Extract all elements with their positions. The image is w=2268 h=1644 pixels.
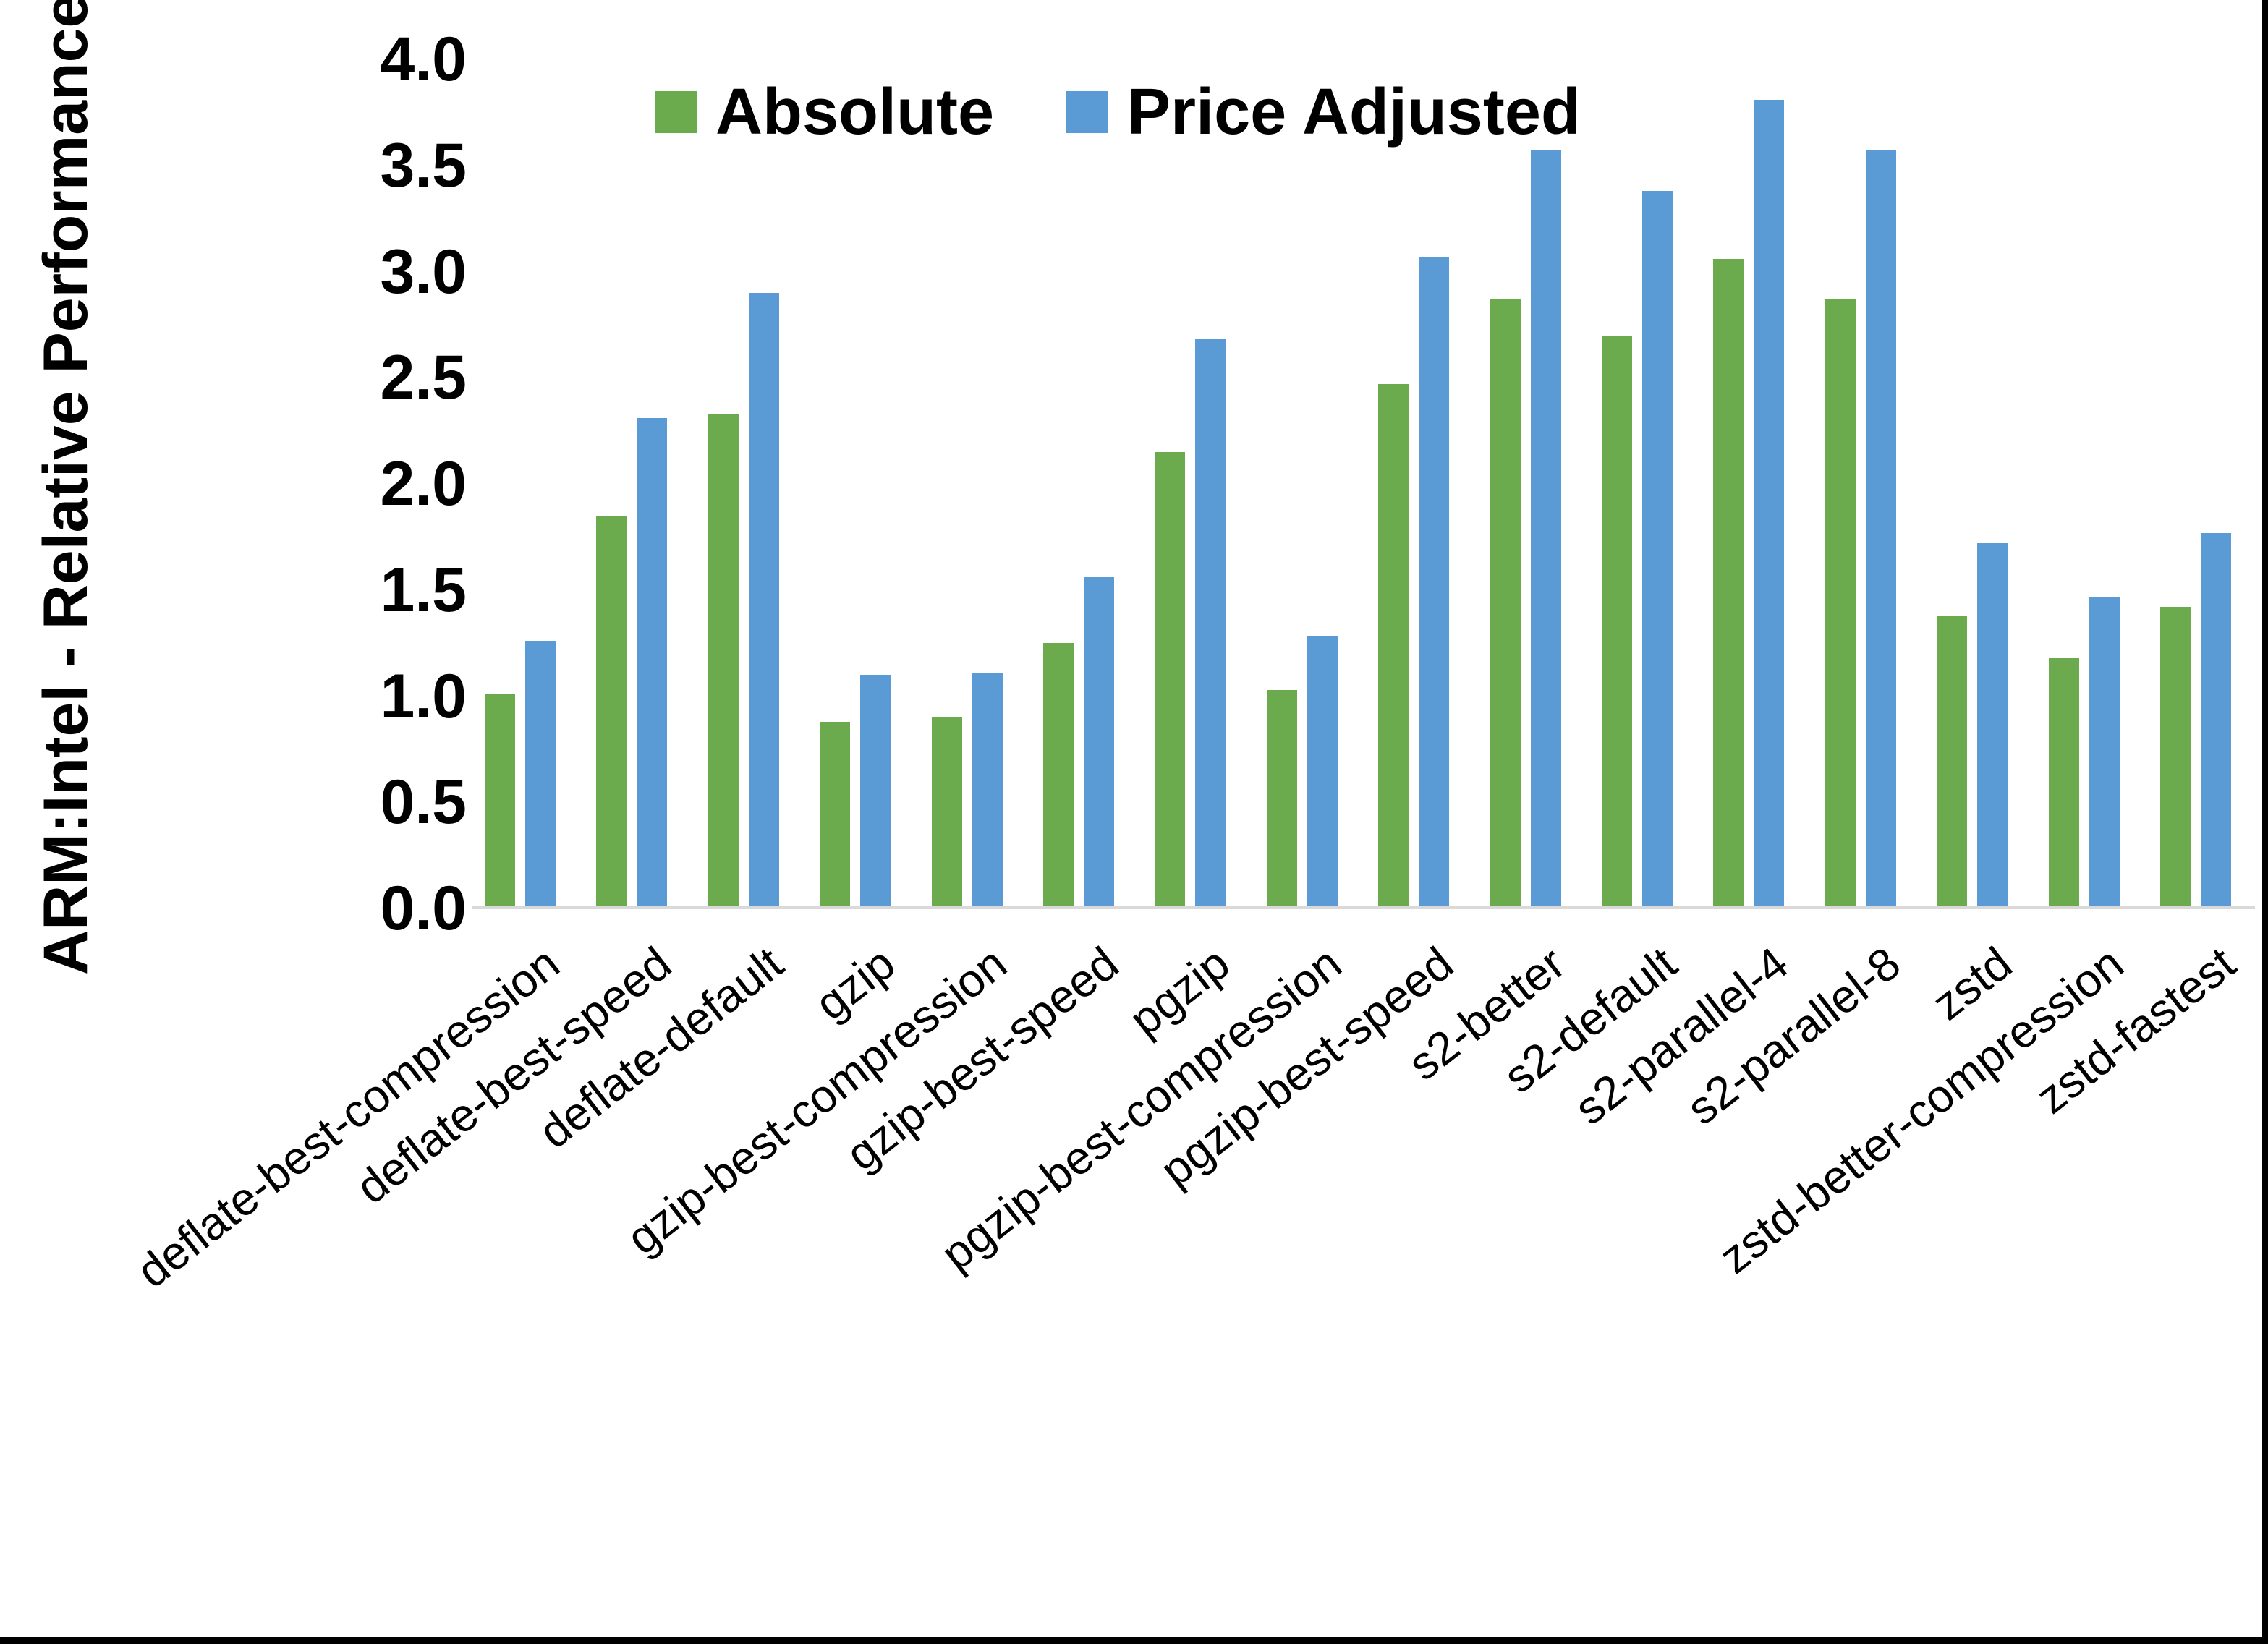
bar-price-adjusted-deflate-default bbox=[748, 292, 779, 908]
bar-price-adjusted-deflate-best-compression bbox=[525, 641, 556, 908]
bar-price-adjusted-zstd-fastest bbox=[2201, 532, 2231, 908]
y-tick-2.5: 2.5 bbox=[380, 343, 467, 413]
bar-price-adjusted-s2-better bbox=[1530, 150, 1561, 908]
bar-absolute-deflate-default bbox=[708, 414, 739, 908]
bar-absolute-pgzip-best-compression bbox=[1266, 689, 1297, 908]
bar-absolute-zstd-fastest bbox=[2160, 607, 2191, 908]
bar-absolute-gzip-best-compression bbox=[931, 717, 962, 908]
x-label-deflate-best-compression: deflate-best-compression bbox=[127, 937, 569, 1298]
bar-price-adjusted-s2-default bbox=[1642, 190, 1673, 908]
bar-absolute-zstd-better-compression bbox=[2048, 657, 2079, 908]
bar-absolute-deflate-best-compression bbox=[485, 694, 515, 908]
y-tick-1.0: 1.0 bbox=[380, 661, 467, 731]
y-tick-0.5: 0.5 bbox=[380, 767, 467, 838]
bar-price-adjusted-gzip bbox=[860, 675, 891, 908]
y-tick-2.0: 2.0 bbox=[380, 449, 467, 519]
bar-price-adjusted-zstd bbox=[1977, 543, 2008, 908]
bar-absolute-s2-parallel-8 bbox=[1825, 299, 1856, 908]
y-tick-1.5: 1.5 bbox=[380, 555, 467, 625]
legend-label-price-adjusted: Price Adjusted bbox=[1127, 76, 1581, 148]
y-tick-4.0: 4.0 bbox=[380, 25, 467, 94]
legend-label-absolute: Absolute bbox=[715, 76, 995, 148]
y-tick-3.0: 3.0 bbox=[380, 237, 467, 307]
bar-absolute-pgzip-best-speed bbox=[1378, 384, 1409, 908]
bar-price-adjusted-deflate-best-speed bbox=[637, 418, 668, 908]
legend-swatch-price-adjusted bbox=[1066, 91, 1109, 133]
bar-absolute-s2-default bbox=[1602, 335, 1632, 908]
bar-price-adjusted-s2-parallel-8 bbox=[1865, 150, 1896, 908]
legend-item-price-adjusted: Price Adjusted bbox=[1066, 76, 1581, 148]
x-axis-line bbox=[472, 906, 2255, 909]
legend-item-absolute: Absolute bbox=[655, 76, 994, 148]
bar-price-adjusted-pgzip-best-speed bbox=[1419, 256, 1450, 908]
bar-absolute-gzip bbox=[820, 721, 851, 908]
bar-absolute-s2-parallel-4 bbox=[1713, 258, 1744, 908]
bar-absolute-s2-better bbox=[1490, 299, 1521, 908]
bar-price-adjusted-gzip-best-speed bbox=[1084, 577, 1114, 908]
legend-swatch-absolute bbox=[655, 91, 697, 133]
y-tick-0.0: 0.0 bbox=[380, 874, 467, 943]
bar-absolute-zstd bbox=[1937, 615, 1968, 908]
y-axis-title: ARM:Intel - Relative Performance bbox=[31, 0, 101, 975]
bar-price-adjusted-pgzip-best-compression bbox=[1307, 636, 1338, 908]
bar-price-adjusted-gzip-best-compression bbox=[972, 673, 1003, 908]
y-tick-3.5: 3.5 bbox=[380, 130, 467, 200]
bar-price-adjusted-pgzip bbox=[1195, 339, 1226, 908]
bar-absolute-gzip-best-speed bbox=[1043, 643, 1074, 908]
bar-price-adjusted-s2-parallel-4 bbox=[1754, 99, 1785, 908]
bar-absolute-pgzip bbox=[1155, 451, 1186, 908]
legend: Absolute Price Adjusted bbox=[655, 76, 1581, 148]
bar-price-adjusted-zstd-better-compression bbox=[2089, 596, 2120, 908]
bar-absolute-deflate-best-speed bbox=[596, 516, 627, 908]
